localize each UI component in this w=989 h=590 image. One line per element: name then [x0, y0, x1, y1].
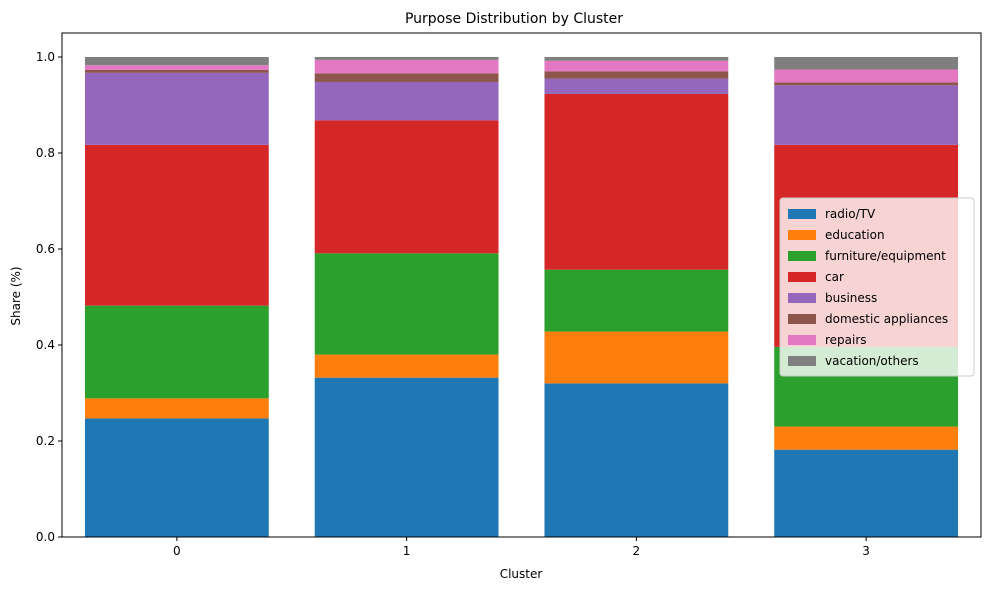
bar-segment-furniture-equipment-cluster-0 — [84, 305, 269, 399]
bar-segment-vacation-others-cluster-2 — [544, 57, 729, 61]
bar-segment-domestic-appliances-cluster-1 — [314, 73, 499, 82]
y-tick-label: 0.4 — [36, 338, 55, 352]
bar-segment-car-cluster-0 — [84, 144, 269, 306]
legend-item: business — [788, 291, 877, 305]
legend-swatch — [788, 356, 816, 366]
legend-label: furniture/equipment — [825, 249, 946, 263]
legend-item: vacation/others — [788, 354, 919, 368]
bar-segment-domestic-appliances-cluster-0 — [84, 69, 269, 73]
y-tick-label: 0.2 — [36, 434, 55, 448]
bar-segment-radio-tv-cluster-2 — [544, 383, 729, 537]
legend-swatch — [788, 272, 816, 282]
legend-label: domestic appliances — [825, 312, 948, 326]
legend-item: radio/TV — [788, 207, 876, 221]
legend-item: repairs — [788, 333, 867, 347]
x-axis-label: Cluster — [500, 567, 543, 581]
legend-swatch — [788, 230, 816, 240]
bar-segment-domestic-appliances-cluster-2 — [544, 71, 729, 79]
bar-segment-radio-tv-cluster-1 — [314, 377, 499, 537]
bar-segment-repairs-cluster-2 — [544, 60, 729, 72]
x-axis: 0 1 2 3 — [173, 537, 870, 558]
legend-label: repairs — [825, 333, 867, 347]
legend-item: car — [788, 270, 844, 284]
y-tick-label: 0.6 — [36, 242, 55, 256]
bar-segment-business-cluster-2 — [544, 78, 729, 94]
legend-swatch — [788, 293, 816, 303]
bar-segment-furniture-equipment-cluster-2 — [544, 269, 729, 332]
legend-label: business — [825, 291, 877, 305]
x-tick-label: 0 — [173, 544, 181, 558]
bar-segment-business-cluster-0 — [84, 72, 269, 145]
bar-segment-business-cluster-1 — [314, 81, 499, 121]
bar-segment-repairs-cluster-1 — [314, 59, 499, 74]
bar-segment-education-cluster-1 — [314, 354, 499, 378]
legend-label: education — [825, 228, 885, 242]
y-tick-label: 0.8 — [36, 146, 55, 160]
bar-segment-education-cluster-0 — [84, 398, 269, 419]
bar-segment-furniture-equipment-cluster-1 — [314, 253, 499, 355]
legend-swatch — [788, 209, 816, 219]
chart-title: Purpose Distribution by Cluster — [405, 11, 623, 27]
legend: radio/TV education furniture/equipment car b… — [779, 197, 975, 377]
legend-swatch — [788, 314, 816, 324]
plot-frame — [61, 32, 982, 538]
bar-segment-domestic-appliances-cluster-3 — [774, 82, 959, 86]
plot-area — [61, 32, 982, 538]
bar-segment-vacation-others-cluster-0 — [84, 57, 269, 66]
bar-segment-radio-tv-cluster-0 — [84, 418, 269, 537]
bar-stack-cluster-0 — [84, 57, 269, 537]
bar-stack-cluster-2 — [544, 57, 729, 537]
legend-label: radio/TV — [825, 207, 876, 221]
bar-stack-cluster-1 — [314, 57, 499, 537]
legend-box — [779, 197, 975, 377]
x-tick-label: 1 — [403, 544, 411, 558]
bar-segment-education-cluster-2 — [544, 331, 729, 384]
legend-swatch — [788, 335, 816, 345]
bar-segment-business-cluster-3 — [774, 85, 959, 145]
bar-segment-vacation-others-cluster-3 — [774, 57, 959, 70]
y-tick-label: 0.0 — [36, 530, 55, 544]
x-tick-label: 2 — [633, 544, 641, 558]
legend-label: vacation/others — [825, 354, 919, 368]
legend-item: furniture/equipment — [788, 249, 946, 263]
y-axis: 0.0 0.2 0.4 0.6 0.8 1.0 — [36, 50, 62, 544]
bar-segment-vacation-others-cluster-1 — [314, 57, 499, 60]
bar-segment-car-cluster-2 — [544, 93, 729, 270]
legend-item: education — [788, 228, 885, 242]
bar-segment-car-cluster-1 — [314, 120, 499, 254]
legend-label: car — [825, 270, 844, 284]
legend-item: domestic appliances — [788, 312, 948, 326]
bar-segment-education-cluster-3 — [774, 426, 959, 450]
bar-segment-radio-tv-cluster-3 — [774, 449, 959, 537]
y-tick-label: 1.0 — [36, 50, 55, 64]
bar-segment-repairs-cluster-0 — [84, 65, 269, 70]
legend-swatch — [788, 251, 816, 261]
y-axis-label: Share (%) — [9, 266, 23, 325]
x-tick-label: 3 — [862, 544, 870, 558]
bar-segment-repairs-cluster-3 — [774, 69, 959, 83]
